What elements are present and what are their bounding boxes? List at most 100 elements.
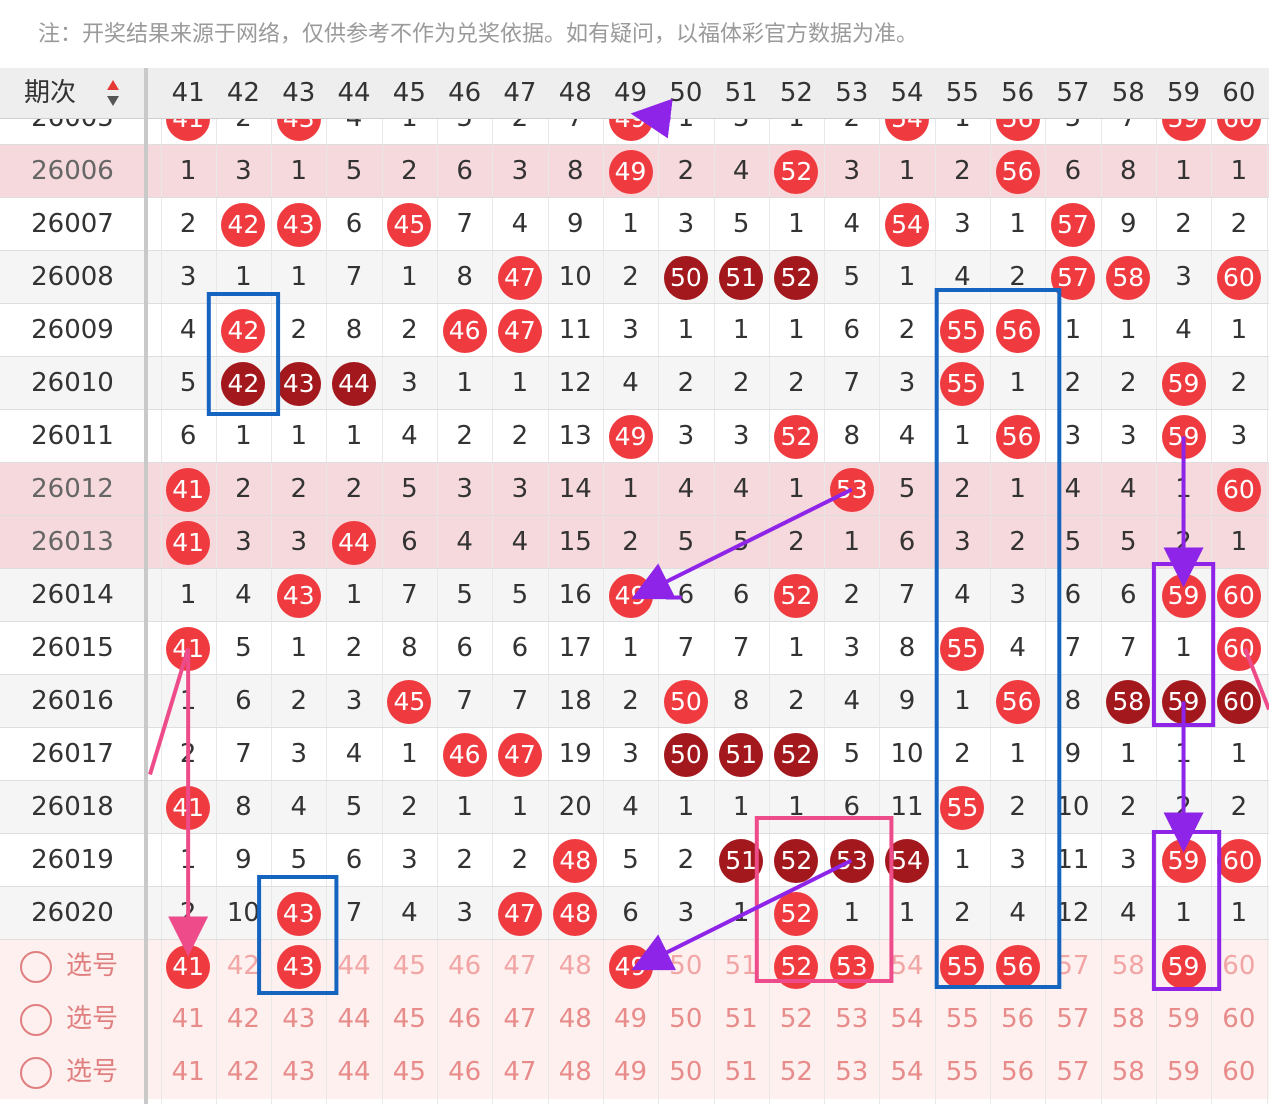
selectable-number[interactable]: 47: [503, 1057, 537, 1087]
selectable-number[interactable]: 60: [1222, 1057, 1256, 1087]
omission-count: 3: [677, 898, 695, 928]
omission-count: 3: [290, 739, 308, 769]
row-divider: [0, 674, 1269, 675]
selectable-number[interactable]: 54: [890, 1057, 924, 1087]
select-row-label[interactable]: 选号: [66, 1057, 119, 1087]
selectable-number[interactable]: 46: [448, 951, 482, 981]
selectable-number[interactable]: 45: [392, 1057, 426, 1087]
selectable-number[interactable]: 56: [1001, 1057, 1035, 1087]
omission-count: 1: [1009, 209, 1026, 239]
selectable-number[interactable]: 58: [1111, 951, 1145, 981]
omission-count: 5: [290, 845, 308, 875]
selectable-number[interactable]: 49: [613, 1057, 648, 1087]
selectable-number[interactable]: 54: [890, 951, 924, 981]
selectable-number[interactable]: 52: [779, 1057, 813, 1087]
selectable-number[interactable]: 44: [337, 951, 371, 981]
selectable-number[interactable]: 53: [835, 1057, 869, 1087]
selectable-number[interactable]: 50: [669, 1057, 703, 1087]
omission-count: 5: [732, 209, 750, 239]
selectable-number[interactable]: 46: [448, 1057, 482, 1087]
omission-count: 1: [401, 739, 418, 769]
selectable-number[interactable]: 51: [724, 1057, 758, 1087]
selected-number-ball[interactable]: 49: [608, 944, 653, 989]
selectable-number[interactable]: 41: [171, 1004, 205, 1034]
selectable-number[interactable]: 44: [337, 1057, 371, 1087]
omission-count: 9: [235, 845, 252, 875]
selectable-number[interactable]: 50: [669, 1004, 703, 1034]
drawn-number-ball: 56: [995, 414, 1040, 459]
selectable-number[interactable]: 44: [337, 1004, 371, 1034]
selectable-number[interactable]: 51: [724, 1004, 758, 1034]
selected-number-ball[interactable]: 56: [995, 944, 1040, 989]
selected-number-ball[interactable]: 52: [774, 944, 819, 989]
omission-count: 2: [290, 315, 308, 345]
omission-count: 4: [732, 156, 750, 186]
omission-count: 1: [898, 156, 916, 186]
selectable-number[interactable]: 55: [945, 1057, 979, 1087]
selectable-number[interactable]: 43: [282, 1004, 316, 1034]
selected-number-ball[interactable]: 53: [829, 944, 874, 989]
selectable-number[interactable]: 60: [1222, 1004, 1256, 1034]
omission-count: 4: [677, 474, 695, 504]
selectable-number[interactable]: 48: [558, 1057, 592, 1087]
selectable-number[interactable]: 57: [1056, 951, 1090, 981]
select-radio-button[interactable]: [20, 1056, 52, 1089]
selectable-number[interactable]: 47: [503, 1004, 537, 1034]
row-divider: [0, 727, 1269, 728]
column-header-58: 58: [1111, 78, 1145, 108]
selected-number-ball[interactable]: 43: [276, 944, 321, 989]
selectable-number[interactable]: 51: [724, 951, 758, 981]
selectable-number[interactable]: 53: [835, 1004, 869, 1034]
omission-count: 2: [954, 474, 971, 504]
selectable-number[interactable]: 56: [1001, 1004, 1035, 1034]
selectable-number[interactable]: 48: [558, 1004, 592, 1034]
omission-count: 2: [954, 898, 971, 928]
selectable-number[interactable]: 50: [669, 951, 703, 981]
selectable-number[interactable]: 58: [1111, 1057, 1145, 1087]
omission-count: 8: [898, 633, 916, 663]
selectable-number[interactable]: 45: [392, 1004, 426, 1034]
omission-count: 20: [558, 792, 592, 822]
omission-count: 4: [1009, 898, 1026, 928]
selectable-number[interactable]: 58: [1111, 1004, 1145, 1034]
selectable-number[interactable]: 45: [392, 951, 426, 981]
selectable-number[interactable]: 46: [448, 1004, 482, 1034]
omission-count: 1: [898, 898, 916, 928]
omission-count: 5: [235, 633, 252, 663]
select-row-label[interactable]: 选号: [66, 951, 119, 981]
select-radio-button[interactable]: [20, 950, 52, 983]
selectable-number[interactable]: 55: [945, 1004, 979, 1034]
omission-count: 2: [511, 421, 529, 451]
selectable-number[interactable]: 60: [1222, 951, 1256, 981]
selectable-number[interactable]: 49: [613, 1004, 648, 1034]
selectable-number[interactable]: 59: [1166, 1004, 1201, 1034]
period-header-label[interactable]: 期次: [23, 78, 76, 108]
selectable-number[interactable]: 42: [226, 1004, 260, 1034]
selectable-number[interactable]: 48: [558, 951, 592, 981]
omission-count: 2: [179, 739, 197, 769]
omission-count: 15: [558, 527, 592, 557]
column-gridline: [215, 118, 217, 1104]
omission-count: 10: [558, 262, 592, 292]
omission-count: 2: [954, 156, 971, 186]
omission-count: 5: [1119, 527, 1137, 557]
selectable-number[interactable]: 59: [1166, 1057, 1201, 1087]
omission-count: 1: [622, 209, 639, 239]
selectable-number[interactable]: 54: [890, 1004, 924, 1034]
selected-number-ball[interactable]: 41: [166, 944, 211, 989]
omission-count: 2: [677, 368, 695, 398]
select-radio-button[interactable]: [20, 1003, 52, 1036]
selectable-number[interactable]: 42: [226, 951, 260, 981]
omission-count: 8: [732, 686, 750, 716]
selected-number-ball[interactable]: 59: [1161, 944, 1206, 989]
selected-number-ball[interactable]: 55: [940, 944, 985, 989]
selectable-number[interactable]: 41: [171, 1057, 205, 1087]
selectable-number[interactable]: 47: [503, 951, 537, 981]
selectable-number[interactable]: 57: [1056, 1057, 1090, 1087]
selectable-number[interactable]: 42: [226, 1057, 260, 1087]
selectable-number[interactable]: 52: [779, 1004, 813, 1034]
sort-updown-icon[interactable]: [106, 78, 120, 108]
selectable-number[interactable]: 43: [282, 1057, 316, 1087]
selectable-number[interactable]: 57: [1056, 1004, 1090, 1034]
select-row-label[interactable]: 选号: [66, 1004, 119, 1034]
